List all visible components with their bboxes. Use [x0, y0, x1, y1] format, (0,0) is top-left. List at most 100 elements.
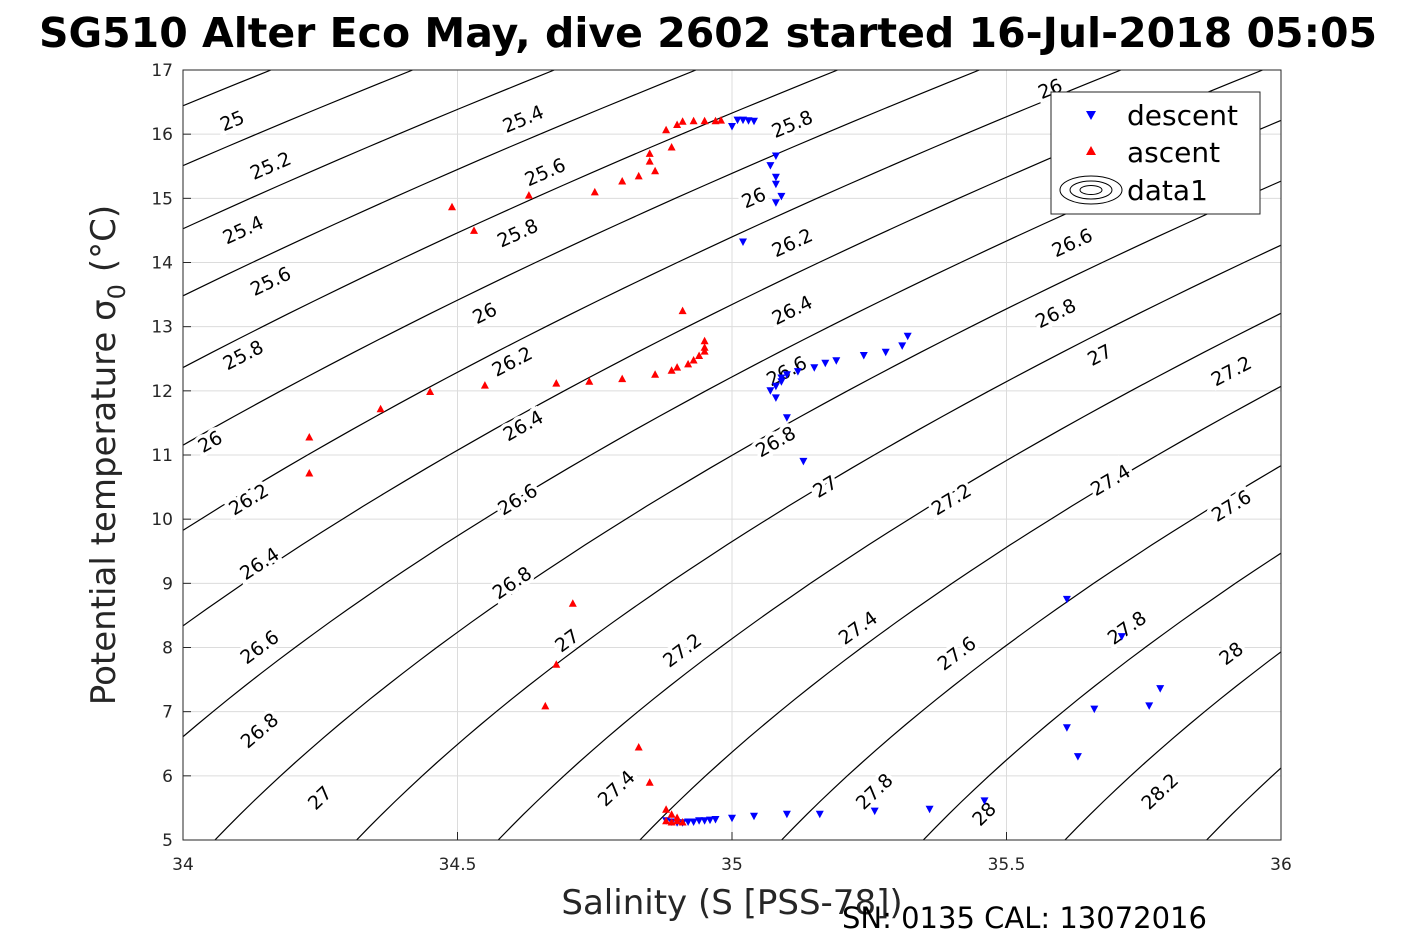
ascent-point	[618, 177, 627, 185]
y-axis-label-sub: 0	[103, 284, 131, 299]
ascent-point	[700, 116, 709, 125]
ascent-point	[678, 818, 687, 826]
legend-descent-label: descent	[1127, 99, 1238, 132]
descent-point	[739, 116, 747, 125]
y-axis-label-unit: (°C)	[84, 205, 124, 272]
descent-point	[777, 378, 786, 386]
descent-point	[1117, 633, 1126, 641]
isopycnal-line	[183, 70, 838, 369]
y-tick-label: 17	[151, 61, 173, 81]
x-axis-label: Salinity (S [PSS-78])	[561, 883, 902, 923]
isopycnal-line	[183, 70, 980, 446]
ascent-point	[700, 343, 709, 351]
y-tick-label: 5	[162, 831, 173, 851]
y-tick-label: 10	[151, 510, 173, 530]
ascent-point	[585, 377, 594, 385]
descent-point	[744, 117, 753, 125]
ascent-point	[634, 171, 643, 180]
isopycnal-line	[183, 70, 697, 297]
y-tick-label: 11	[151, 446, 173, 466]
descent-point	[799, 457, 808, 466]
isopycnal-line	[183, 70, 555, 230]
gridlines	[183, 70, 1281, 840]
ascent-point	[662, 816, 671, 825]
descent-point	[700, 817, 709, 825]
isopycnal-line	[497, 312, 1281, 840]
descent-point	[739, 238, 747, 246]
ascent-point	[618, 374, 627, 383]
ascent-point	[700, 347, 709, 355]
y-tick-label: 9	[162, 574, 173, 594]
ascent-point	[667, 810, 676, 818]
ascent-point	[552, 660, 561, 668]
ascent-point	[711, 116, 720, 125]
ascent-point	[662, 125, 671, 134]
ascent-point	[552, 379, 561, 387]
ascent-point	[684, 359, 693, 368]
x-axis-ticks: 34 34.5 35 35.5 36	[172, 832, 1292, 875]
descent-point	[771, 173, 780, 182]
ascent-point	[651, 370, 660, 378]
descent-point	[1090, 705, 1099, 714]
ascent-point	[470, 226, 478, 234]
ascent-point	[700, 336, 709, 345]
ascent-point	[590, 187, 599, 196]
x-tick-label: 35	[721, 855, 743, 875]
ascent-point	[695, 351, 704, 359]
legend-ascent-marker	[1086, 146, 1096, 155]
ascent-point	[673, 816, 682, 825]
isopycnal-line	[781, 464, 1281, 840]
descent-point	[728, 123, 736, 131]
ascent-point	[673, 363, 682, 371]
x-tick-label: 35.5	[988, 855, 1026, 875]
y-tick-label: 8	[162, 639, 173, 659]
y-axis-label-main: Potential temperature σ	[84, 299, 124, 705]
ascent-point	[645, 149, 654, 157]
descent-point	[859, 352, 868, 360]
descent-point	[711, 816, 720, 824]
descent-point	[771, 180, 780, 189]
ascent-point	[541, 701, 550, 710]
descent-point	[898, 342, 907, 350]
descent-point	[766, 387, 775, 395]
y-tick-label: 16	[151, 125, 173, 145]
ascent-point	[480, 381, 489, 389]
isopycnal-line	[183, 70, 1122, 532]
y-axis-ticks: 5 6 7 8 9 10 11 12 13 14 15 16 17	[151, 61, 191, 851]
ascent-point	[667, 143, 676, 151]
isopycnal-line	[1064, 651, 1281, 840]
descent-point	[832, 357, 841, 365]
descent-point	[815, 810, 824, 819]
descent-point	[684, 818, 693, 826]
ascent-point	[645, 157, 654, 165]
y-axis-label: Potential temperature σ0 (°C)	[84, 205, 131, 705]
isopycnal-line	[183, 70, 1263, 627]
chart-title: SG510 Alter Eco May, dive 2602 started 1…	[39, 9, 1377, 57]
descent-point	[771, 394, 780, 402]
ascent-point	[651, 166, 660, 175]
ascent-point	[645, 778, 654, 786]
descent-point	[782, 414, 791, 422]
ascent-point	[426, 387, 435, 395]
ascent-point	[673, 120, 682, 128]
ascent-point	[689, 356, 698, 364]
ascent-point	[568, 599, 577, 607]
ascent-point	[305, 469, 314, 477]
y-tick-label: 7	[162, 703, 173, 723]
descent-point	[980, 797, 989, 805]
descent-point	[810, 364, 819, 372]
ascent-point	[305, 433, 314, 441]
descent-point	[782, 810, 791, 819]
descent-point	[750, 812, 758, 821]
descent-point	[821, 359, 830, 368]
descent-point	[925, 805, 934, 814]
ascent-point	[717, 116, 725, 124]
descent-point	[733, 116, 742, 125]
descent-point	[1156, 685, 1165, 693]
descent-point	[706, 816, 714, 825]
ascent-point	[524, 191, 533, 199]
legend-descent-marker	[1086, 111, 1096, 120]
descent-point	[1062, 724, 1071, 732]
descent-point	[1073, 753, 1082, 761]
